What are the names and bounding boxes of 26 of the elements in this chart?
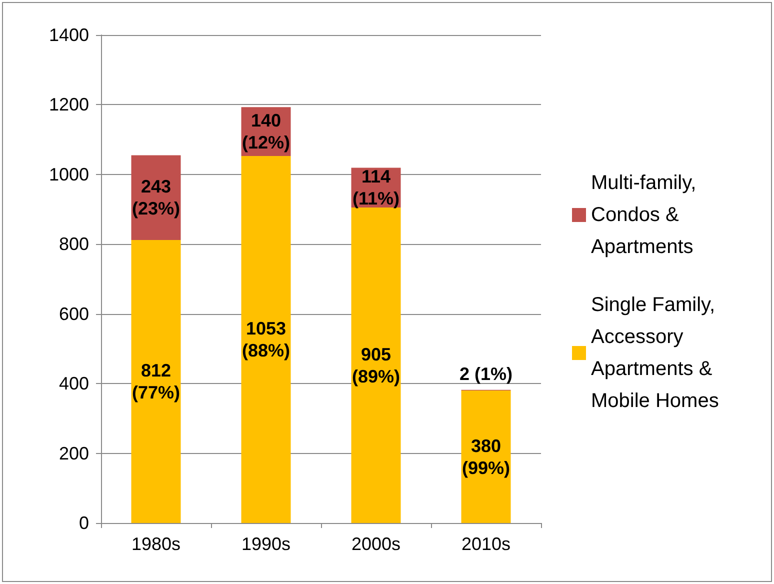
data-label: 380 (99%)	[462, 436, 510, 478]
data-label: 1053 (88%)	[242, 318, 290, 360]
legend-label: Single Family, Accessory Apartments & Mobile Homes	[591, 294, 721, 412]
y-tick-label: 600	[58, 304, 89, 324]
data-label: 243 (23%)	[132, 176, 180, 219]
y-tick-label: 0	[78, 513, 89, 533]
data-label: 812 (77%)	[132, 360, 180, 402]
bar	[131, 240, 181, 523]
data-label: 114 (11%)	[352, 166, 400, 209]
data-label: 905 (89%)	[352, 344, 400, 386]
x-tick-label: 2000s	[351, 534, 401, 554]
y-tick-label: 1200	[48, 94, 89, 115]
x-tick-label: 1990s	[241, 534, 291, 554]
bar	[241, 156, 291, 523]
bar	[461, 390, 511, 523]
x-tick-label: 1980s	[131, 534, 181, 554]
bar	[351, 208, 401, 523]
y-tick-label: 800	[58, 234, 89, 254]
x-tick-label: 2010s	[461, 534, 511, 554]
data-label: 140 (12%)	[242, 110, 290, 153]
data-label: 2 (1%)	[459, 364, 513, 384]
y-tick-label: 200	[58, 443, 89, 464]
y-tick-label: 400	[58, 374, 89, 394]
y-tick-label: 1000	[48, 164, 89, 184]
y-tick-label: 1400	[48, 25, 89, 45]
legend-label: Multi-family, Condos & Apartments	[591, 172, 702, 258]
